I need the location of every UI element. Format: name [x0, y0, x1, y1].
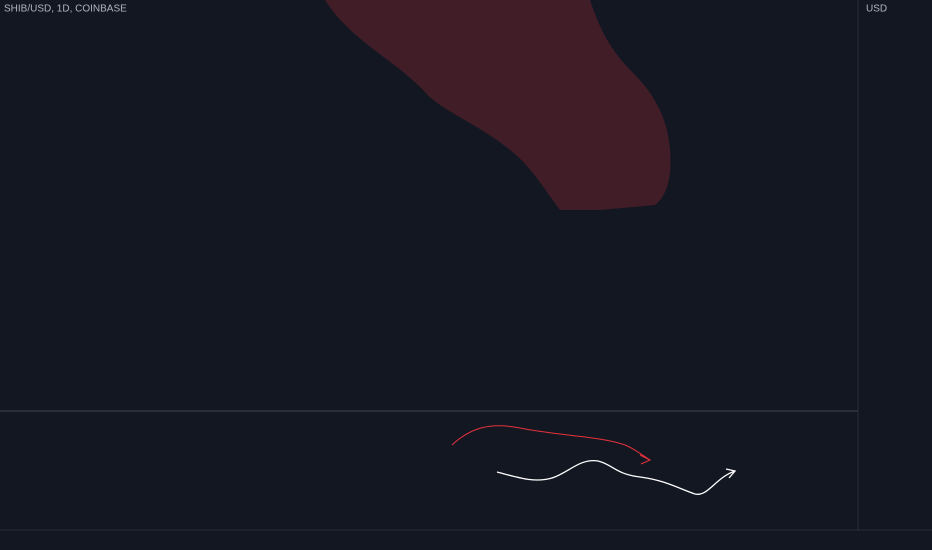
annotation-arrow — [725, 468, 737, 479]
cloud — [325, 0, 671, 210]
annotation-curve — [496, 460, 736, 495]
chart-title: SHIB/USD, 1D, COINBASE — [4, 4, 127, 15]
axis-unit: USD — [866, 4, 887, 15]
annotation-arrow — [639, 454, 652, 465]
annotation-curve — [451, 425, 651, 461]
price-axis — [858, 0, 932, 550]
